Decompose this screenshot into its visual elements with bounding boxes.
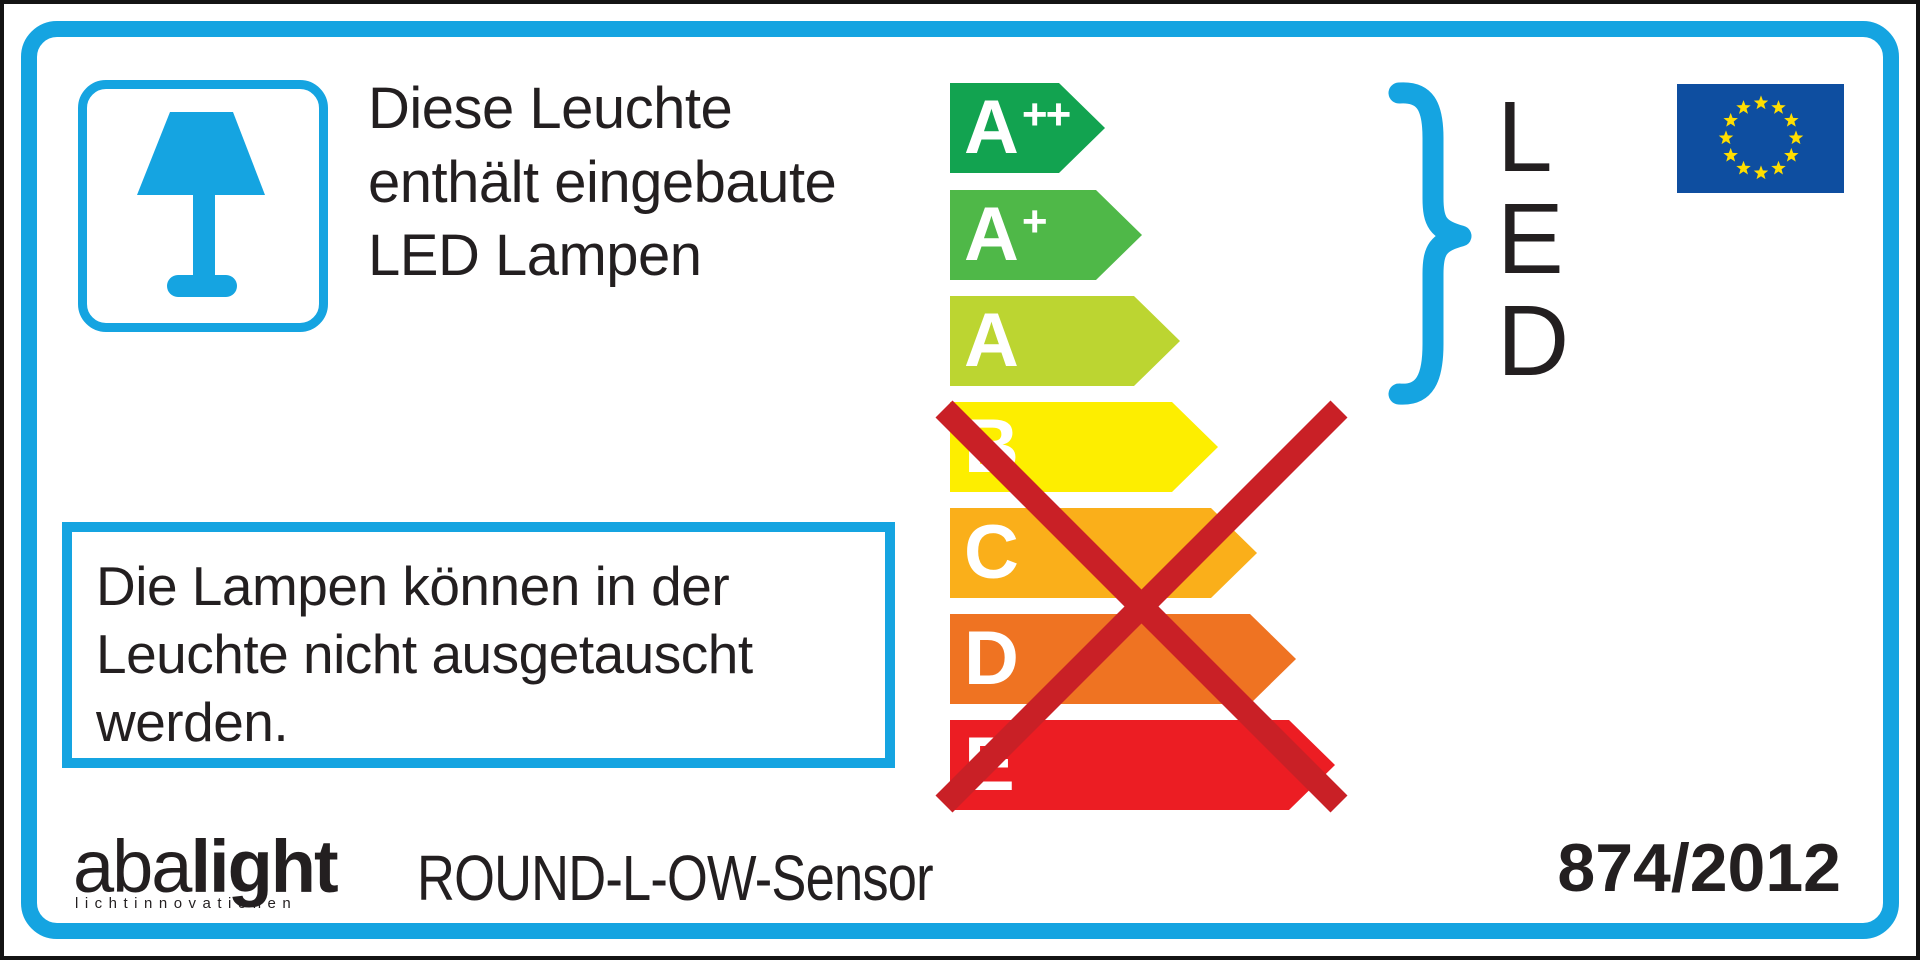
- note-line: werden.: [96, 691, 289, 753]
- led-letter: D: [1497, 285, 1570, 397]
- energy-class-letter: B: [964, 404, 1019, 489]
- brand-logo-light-part: aba: [73, 825, 192, 908]
- brand-logo-bold-part: light: [190, 825, 338, 908]
- energy-class-letter: D: [964, 616, 1019, 701]
- led-letter: L: [1497, 81, 1553, 193]
- brand-subtitle: lichtinnovationen: [75, 895, 298, 912]
- energy-class-superscript: +: [1021, 197, 1046, 246]
- eu-flag: [1677, 84, 1844, 193]
- note-line: Leuchte nicht ausgetauscht: [96, 623, 753, 685]
- description-line: Diese Leuchte: [368, 76, 733, 141]
- table-lamp-icon: [137, 112, 265, 297]
- label-description-text: Diese Leuchte enthält eingebaute LED Lam…: [368, 72, 837, 293]
- energy-class-superscript: ++: [1021, 90, 1070, 139]
- led-text: L E D: [1497, 86, 1569, 392]
- energy-class-arrow-C: C: [950, 508, 1257, 598]
- energy-class-letter: A: [964, 298, 1019, 383]
- energy-class-letter: E: [964, 722, 1015, 807]
- energy-class-letter: C: [964, 510, 1019, 595]
- energy-class-arrow-A+: A +: [950, 190, 1142, 280]
- product-model-name: ROUND-L-OW-Sensor: [417, 842, 934, 914]
- regulation-number: 874/2012: [1557, 830, 1841, 906]
- built-in-lamp-icon-box: [78, 80, 328, 332]
- energy-class-arrow-E: E: [950, 720, 1335, 810]
- energy-class-letter: A: [964, 192, 1019, 277]
- energy-class-arrow-A: A: [950, 296, 1180, 386]
- label-border-frame: [21, 21, 1899, 939]
- brand-logo: abalight: [73, 830, 339, 904]
- description-line: enthält eingebaute: [368, 149, 837, 215]
- description-line: LED Lampen: [368, 223, 702, 288]
- led-letter: E: [1497, 183, 1564, 295]
- energy-class-arrow-D: D: [950, 614, 1296, 704]
- note-line: Die Lampen können in der: [96, 555, 730, 617]
- energy-class-arrow-B: B: [950, 402, 1218, 492]
- replacement-note-box: Die Lampen können in der Leuchte nicht a…: [62, 522, 895, 768]
- energy-class-letter: A: [964, 85, 1019, 170]
